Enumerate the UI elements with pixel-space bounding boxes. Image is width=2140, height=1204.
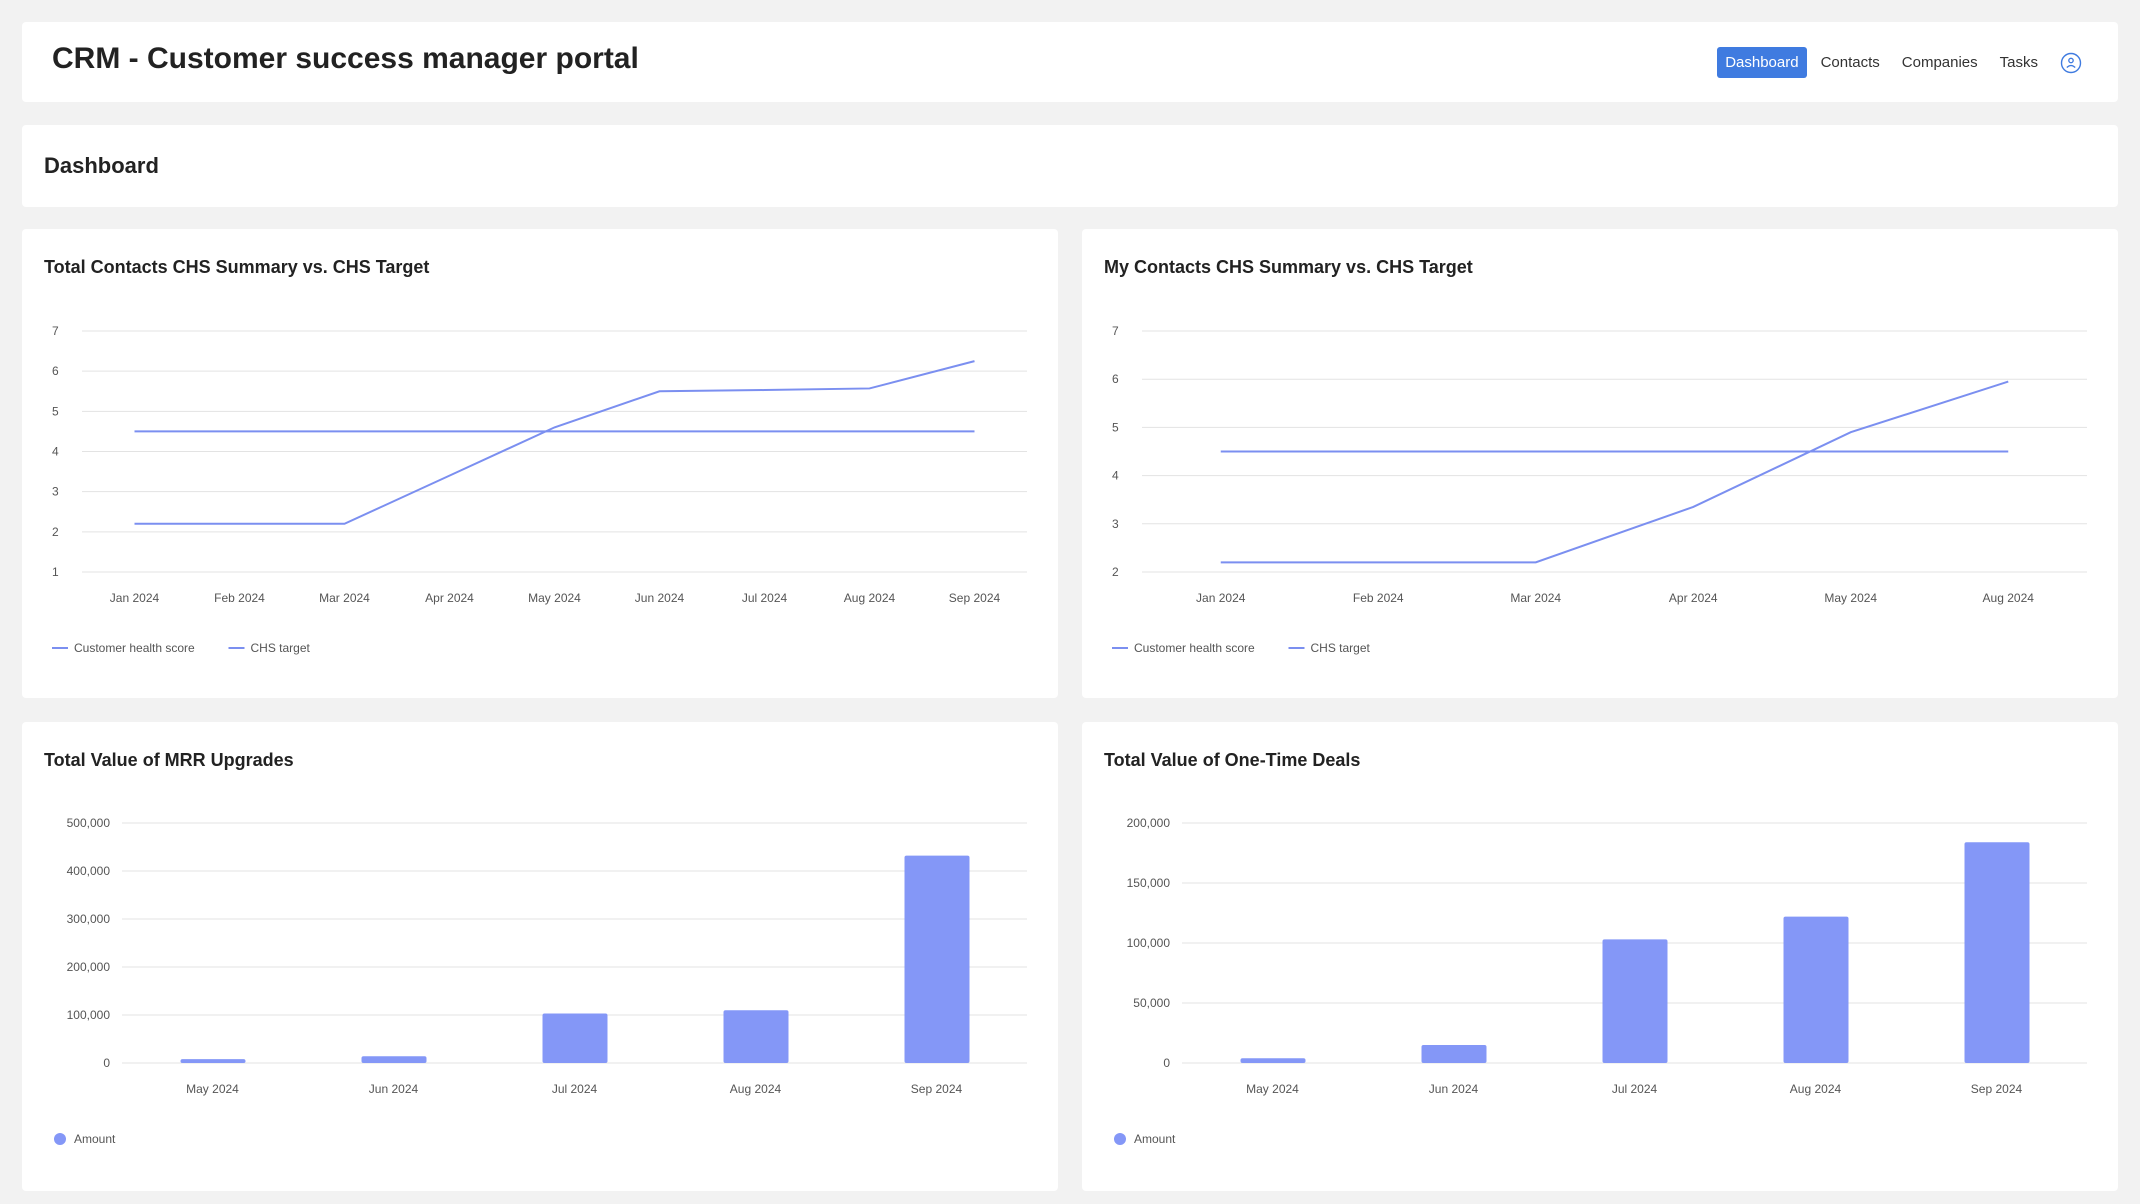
line-chart: 2 3 4 5 6 7 Jan 2024 Feb 2024 Mar 2024 Apr 2024 Ma… [1112, 324, 2087, 655]
bar [361, 1056, 427, 1063]
legend-label: CHS target [1311, 641, 1371, 655]
x-tick-label: Feb 2024 [1353, 591, 1404, 605]
chart-card-my-contacts-chs: My Contacts CHS Summary vs. CHS Target 2… [1082, 229, 2118, 698]
legend-label: Customer health score [74, 641, 195, 655]
y-tick-label: 500,000 [67, 816, 111, 830]
x-tick-label: May 2024 [528, 591, 581, 605]
bar [723, 1010, 789, 1063]
x-tick-label: Jun 2024 [635, 591, 685, 605]
nav-tasks[interactable]: Tasks [1999, 54, 2038, 71]
x-tick-label: Aug 2024 [1983, 591, 2035, 605]
bar-chart: 0 100,000 200,000 300,000 400,000 500,000 May … [54, 816, 1027, 1146]
x-tick-label: Jul 2024 [1612, 1082, 1658, 1096]
y-tick-label: 200,000 [1127, 816, 1171, 830]
series-line [1220, 380, 2009, 564]
nav-dashboard[interactable]: Dashboard [1717, 47, 1807, 78]
nav-contacts[interactable]: Contacts [1820, 54, 1880, 71]
legend-label: Amount [1134, 1132, 1176, 1146]
top-nav: Dashboard Contacts Companies Tasks [1717, 47, 2082, 78]
x-tick-label: Aug 2024 [1790, 1082, 1842, 1096]
x-tick-label: Jan 2024 [110, 591, 160, 605]
app-header: CRM - Customer success manager portal Da… [22, 22, 2118, 102]
y-tick-label: 3 [1112, 517, 1119, 531]
x-tick-label: May 2024 [1824, 591, 1877, 605]
bar [1602, 939, 1668, 1063]
y-tick-label: 400,000 [67, 864, 111, 878]
x-tick-label: Mar 2024 [319, 591, 370, 605]
bar [1783, 916, 1849, 1063]
y-tick-label: 2 [1112, 565, 1119, 579]
x-tick-label: Jan 2024 [1196, 591, 1246, 605]
y-tick-label: 7 [1112, 324, 1119, 338]
legend-label: Amount [74, 1132, 116, 1146]
y-tick-label: 2 [52, 525, 59, 539]
y-tick-label: 3 [52, 485, 59, 499]
y-tick-label: 0 [1163, 1056, 1170, 1070]
chart-card-total-contacts-chs: Total Contacts CHS Summary vs. CHS Targe… [22, 229, 1058, 698]
y-tick-label: 1 [52, 565, 59, 579]
app-title: CRM - Customer success manager portal [52, 42, 639, 75]
chart-title: My Contacts CHS Summary vs. CHS Target [1104, 257, 1473, 277]
y-tick-label: 50,000 [1133, 996, 1170, 1010]
page-title: Dashboard [44, 153, 159, 178]
x-tick-label: Jul 2024 [552, 1082, 598, 1096]
x-tick-label: Apr 2024 [1669, 591, 1718, 605]
y-tick-label: 6 [52, 364, 59, 378]
x-tick-label: Mar 2024 [1510, 591, 1561, 605]
x-tick-label: Apr 2024 [425, 591, 474, 605]
page-title-card: Dashboard [22, 125, 2118, 207]
y-tick-label: 7 [52, 324, 59, 338]
legend-label: Customer health score [1134, 641, 1255, 655]
x-tick-label: Aug 2024 [730, 1082, 782, 1096]
x-tick-label: Jun 2024 [1429, 1082, 1479, 1096]
chart-title: Total Value of One-Time Deals [1104, 750, 1361, 770]
x-tick-label: Feb 2024 [214, 591, 265, 605]
x-tick-label: Sep 2024 [949, 591, 1001, 605]
bar [542, 1013, 608, 1063]
y-tick-label: 300,000 [67, 912, 111, 926]
chart-card-mrr-upgrades: Total Value of MRR Upgrades 0 100,000 200,… [22, 722, 1058, 1191]
bar [904, 855, 970, 1063]
x-tick-label: Jul 2024 [742, 591, 788, 605]
x-tick-label: Jun 2024 [369, 1082, 419, 1096]
user-circle-icon[interactable] [2060, 52, 2082, 74]
y-tick-label: 4 [1112, 469, 1119, 483]
x-tick-label: Sep 2024 [911, 1082, 963, 1096]
chart-title: Total Value of MRR Upgrades [44, 750, 294, 770]
x-tick-label: May 2024 [186, 1082, 239, 1096]
y-tick-label: 6 [1112, 372, 1119, 386]
x-tick-label: Aug 2024 [844, 591, 896, 605]
chart-title: Total Contacts CHS Summary vs. CHS Targe… [44, 257, 430, 277]
y-tick-label: 4 [52, 445, 59, 459]
y-tick-label: 100,000 [67, 1008, 111, 1022]
x-tick-label: May 2024 [1246, 1082, 1299, 1096]
y-tick-label: 0 [103, 1056, 110, 1070]
legend-marker [1114, 1133, 1126, 1145]
y-tick-label: 100,000 [1127, 936, 1171, 950]
legend-label: CHS target [251, 641, 311, 655]
bar [1240, 1058, 1306, 1063]
bar-chart: 0 50,000 100,000 150,000 200,000 May 2024 Jun … [1114, 816, 2087, 1146]
bar [1421, 1045, 1487, 1063]
chart-card-one-time-deals: Total Value of One-Time Deals 0 50,000 100… [1082, 722, 2118, 1191]
y-tick-label: 5 [52, 404, 59, 418]
bar [180, 1059, 246, 1063]
bar [1964, 842, 2030, 1063]
y-tick-label: 150,000 [1127, 876, 1171, 890]
series-line [134, 360, 975, 525]
legend-marker [54, 1133, 66, 1145]
x-tick-label: Sep 2024 [1971, 1082, 2023, 1096]
line-chart: 1 2 3 4 5 6 7 Jan 2024 Feb 2024 Mar 2024 Apr 2024 M… [52, 324, 1027, 655]
y-tick-label: 5 [1112, 420, 1119, 434]
nav-companies[interactable]: Companies [1901, 54, 1978, 71]
y-tick-label: 200,000 [67, 960, 111, 974]
